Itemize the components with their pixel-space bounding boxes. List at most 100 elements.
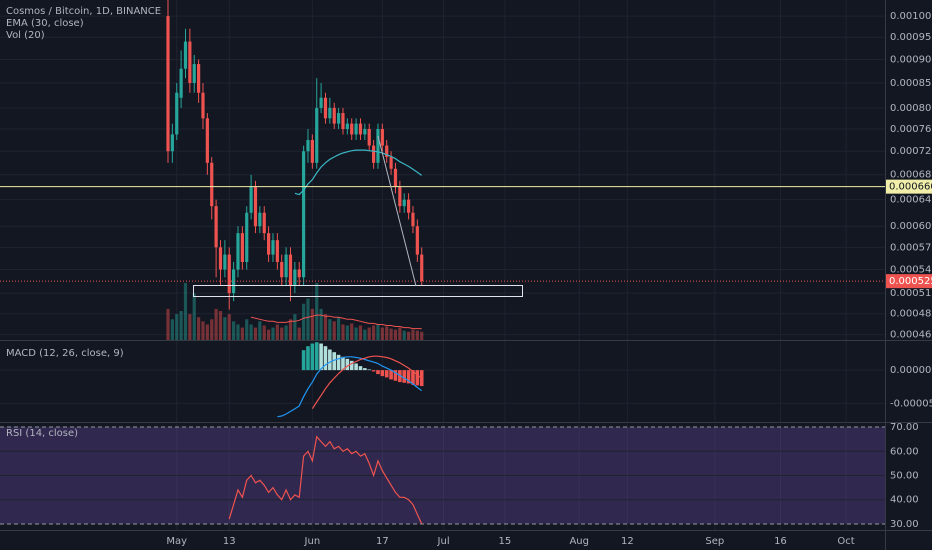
indicator-label: Vol (20) [6,30,45,41]
volume-bar [319,308,323,340]
candle-body [297,269,301,278]
volume-bar [293,314,297,340]
volume-bar [354,327,358,340]
volume-bar [214,308,218,340]
volume-bar [183,283,188,340]
volume-bar [310,308,314,340]
histogram-bar [393,370,398,381]
candle-body [315,107,319,163]
y-tick-label: 0.0009000 [890,54,932,65]
candle-body [280,262,284,278]
volume-bar [376,324,380,340]
histogram-bar [306,346,310,371]
x-tick-label: Sep [705,536,724,547]
candle-body [179,68,183,98]
volume-bar [337,317,341,340]
volume-bar [332,321,336,340]
volume-bar [275,324,279,340]
candle-body [275,240,279,263]
y-tick-label: 30.00 [890,519,919,530]
volume-bar [288,319,293,340]
candle-body [205,118,209,163]
candle-body [319,97,323,108]
volume-bar [201,321,205,340]
y-tick-label: 0.0005400 [890,265,932,276]
candle-body [245,212,249,263]
ema-line [294,149,423,196]
y-tick-label: 0.0009500 [890,32,932,43]
histogram-bar [406,370,411,384]
candle-body [223,254,227,270]
x-tick-label: 16 [774,536,787,547]
volume-bar [249,324,253,340]
histogram-bar [314,342,319,371]
mark-layer: 0.0006606 0.0005250 [0,0,932,525]
volume-bar [197,317,201,340]
candle-body [253,187,258,227]
y-tick-label: 60.00 [890,446,919,457]
candle-body [267,233,271,255]
volume-bar [166,308,170,340]
histogram-bar [415,370,420,386]
volume-bar [306,298,310,340]
y-tick-label: 50.00 [890,470,919,481]
trend-line-drawing [377,135,417,287]
y-tick-label: 0.0007200 [890,146,932,157]
y-tick-label: 0.0006800 [890,170,932,181]
volume-bar [323,314,328,340]
volume-bar [192,293,196,340]
volume-bar [389,328,393,340]
volume-bar [380,327,384,340]
histogram-bar [384,370,389,378]
y-tick-label: 40.00 [890,495,919,506]
histogram-bar [354,363,358,371]
volume-bar [350,323,354,340]
candle-body [271,240,275,255]
y-tick-label: 0.0005100 [890,288,932,299]
volume-bar [393,329,398,340]
candle-body [306,139,310,152]
volume-bar [315,283,319,340]
candle-body [420,254,424,282]
x-tick-label: 17 [376,536,389,547]
candle-body [249,187,253,213]
candle-body [402,199,406,207]
volume-bar [363,329,367,340]
indicator-label: EMA (30, close) [6,18,84,29]
volume-bar [170,319,174,340]
volume-bar [205,324,209,340]
candle-body [197,64,201,93]
volume-bar [328,319,332,340]
candle-body [406,199,411,213]
candle-body [166,16,170,152]
y-tick-label: 0.0008500 [890,78,932,89]
candle-body [170,134,174,152]
rectangle-drawing [193,285,523,297]
y-tick-label: 0.0007600 [890,124,932,135]
candle-body [323,97,328,119]
indicator-label: MACD (12, 26, close, 9) [6,348,124,359]
y-tick-label: 0.0005700 [890,242,932,253]
candle-body [380,129,384,146]
volume-bar [179,310,183,340]
volume-bar [227,314,231,340]
macd-line [277,356,423,418]
volume-bar [210,319,214,340]
histogram-bar [371,370,376,372]
histogram-bar [389,370,393,380]
volume-bar [240,327,244,340]
candle-body [328,107,332,119]
y-tick-label: -0.0000500 [890,398,932,409]
volume-bar [398,327,402,340]
volume-bar [415,330,419,340]
x-tick-label: May [166,536,187,547]
volume-bar [358,325,363,340]
volume-bar [267,329,271,340]
x-tick-label: Jun [304,536,321,547]
y-tick-label: 0.0010000 [890,11,932,22]
volume-bar [341,324,345,340]
y-tick-label: 0.0006000 [890,221,932,232]
indicator-label: RSI (14, close) [6,428,78,439]
